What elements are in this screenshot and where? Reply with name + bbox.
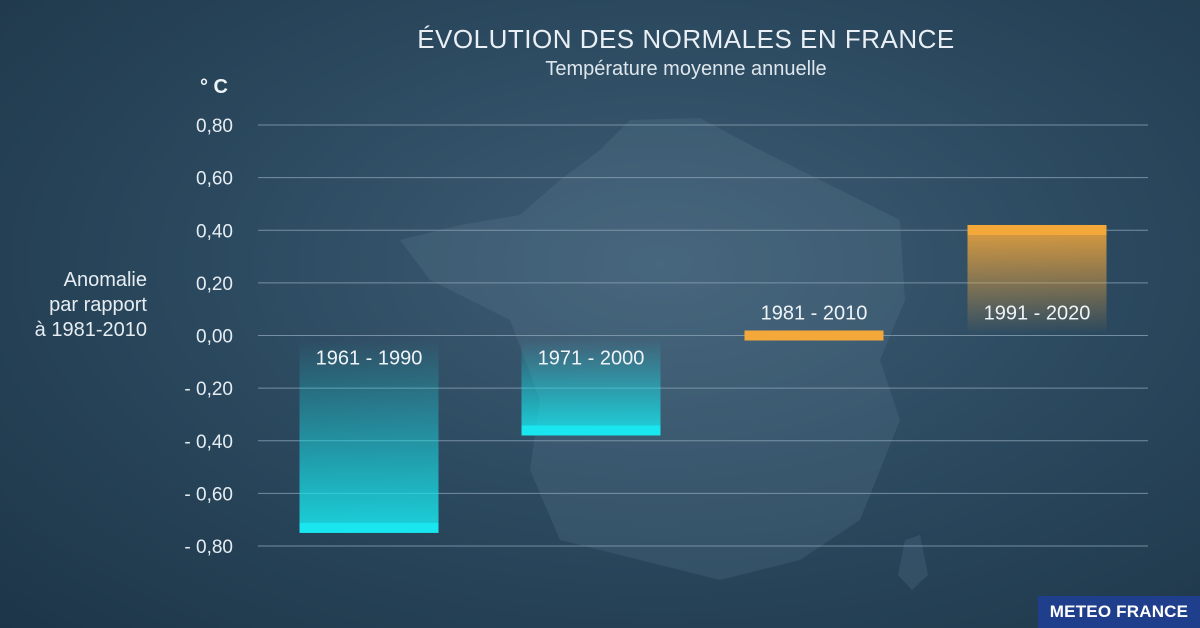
bar bbox=[967, 224, 1107, 334]
bar-category-label: 1971 - 2000 bbox=[538, 348, 645, 370]
bar-cap bbox=[299, 522, 439, 533]
y-tick-label: 0,80 bbox=[196, 116, 233, 137]
chart-title: ÉVOLUTION DES NORMALES EN FRANCE bbox=[417, 24, 955, 54]
y-tick-label: 0,00 bbox=[196, 327, 233, 348]
bar bbox=[521, 339, 661, 436]
y-tick-label: 0,20 bbox=[196, 274, 233, 295]
y-tick-label: 0,60 bbox=[196, 169, 233, 190]
y-tick-label: - 0,80 bbox=[184, 537, 233, 558]
y-axis-unit: ° C bbox=[200, 76, 228, 98]
meteo-france-logo: METEO FRANCE bbox=[1038, 596, 1200, 628]
y-axis-label-line-3: à 1981-2010 bbox=[34, 319, 147, 341]
bar bbox=[744, 330, 884, 341]
y-axis-label: Anomalie par rapport à 1981-2010 bbox=[10, 268, 147, 343]
brand-label: METEO FRANCE bbox=[1049, 602, 1189, 621]
y-tick-label: - 0,60 bbox=[184, 484, 233, 505]
bar-category-label: 1981 - 2010 bbox=[761, 303, 868, 325]
y-axis-label-line-1: Anomalie bbox=[63, 269, 147, 291]
bar-category-label: 1991 - 2020 bbox=[984, 303, 1091, 325]
bar-category-label: 1961 - 1990 bbox=[316, 348, 423, 370]
y-tick-label: - 0,40 bbox=[184, 432, 233, 453]
y-tick-label: - 0,20 bbox=[184, 379, 233, 400]
chart-subtitle: Température moyenne annuelle bbox=[545, 58, 827, 80]
bar bbox=[299, 339, 439, 533]
bar-cap bbox=[967, 224, 1107, 235]
france-map-background bbox=[400, 118, 928, 590]
bar-cap bbox=[521, 425, 661, 436]
y-tick-label: 0,40 bbox=[196, 221, 233, 242]
y-axis-label-line-2: par rapport bbox=[49, 294, 147, 316]
